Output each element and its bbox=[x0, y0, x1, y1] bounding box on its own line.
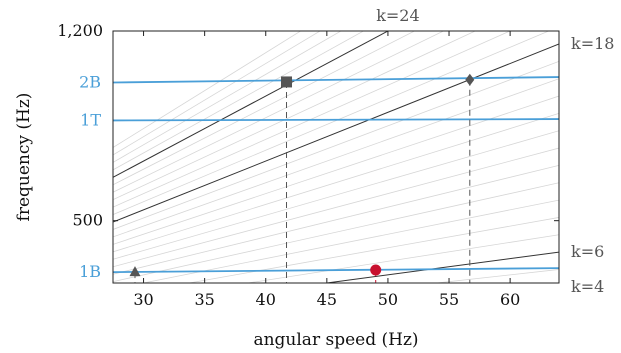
order-line-k17 bbox=[113, 60, 559, 230]
x-axis-title: angular speed (Hz) bbox=[253, 330, 418, 350]
order-line-k5 bbox=[433, 269, 559, 283]
order-line-k13 bbox=[113, 130, 559, 260]
band-label-1B: 1B bbox=[79, 262, 101, 281]
crossing-markers bbox=[129, 73, 475, 277]
x-tick-label: 60 bbox=[500, 290, 520, 309]
band-line-1T bbox=[113, 118, 559, 122]
x-tick-label: 55 bbox=[439, 290, 459, 309]
y-tick-label: 500 bbox=[72, 211, 103, 230]
band-label-1T: 1T bbox=[80, 110, 101, 129]
plot-frame bbox=[112, 30, 560, 284]
x-tick-label: 50 bbox=[378, 290, 398, 309]
x-tick-label: 45 bbox=[317, 290, 337, 309]
highlighted-order-lines bbox=[113, 31, 559, 283]
order-line-k22 bbox=[113, 31, 445, 193]
x-tick-label: 35 bbox=[194, 290, 214, 309]
y-axis: 500 1,200 bbox=[57, 21, 559, 230]
marker-square bbox=[281, 76, 293, 88]
order-label-k6: k=6 bbox=[571, 242, 604, 261]
y-tick-label: 1,200 bbox=[57, 21, 103, 40]
order-line-k24 bbox=[113, 31, 389, 178]
order-line-k23 bbox=[113, 31, 416, 186]
order-line-k9 bbox=[141, 199, 559, 283]
band-labels: 1B 1T 2B bbox=[79, 72, 101, 281]
order-line-k28 bbox=[113, 31, 302, 148]
frequency-band-lines bbox=[113, 76, 559, 274]
x-axis: 30 35 40 45 50 55 60 bbox=[133, 31, 520, 309]
order-line-k8 bbox=[187, 217, 559, 283]
order-labels: k=4 k=6 k=18 k=24 bbox=[376, 6, 614, 296]
order-line-k21 bbox=[113, 31, 477, 201]
order-line-k20 bbox=[113, 31, 512, 208]
order-line-k27 bbox=[113, 31, 321, 156]
background-order-lines bbox=[113, 31, 559, 283]
order-line-k15 bbox=[113, 95, 559, 245]
order-label-k4: k=4 bbox=[571, 277, 604, 296]
marker-triangle bbox=[129, 266, 141, 277]
band-line-1B bbox=[113, 267, 559, 274]
order-line-k6 bbox=[323, 251, 559, 283]
order-line-k14 bbox=[113, 112, 559, 253]
order-line-k10 bbox=[113, 182, 559, 283]
order-line-k18 bbox=[113, 43, 559, 223]
marker-circle bbox=[370, 264, 382, 276]
order-label-k18: k=18 bbox=[571, 34, 614, 53]
order-label-k24: k=24 bbox=[376, 6, 419, 25]
x-tick-label: 30 bbox=[133, 290, 153, 309]
marker-diamond bbox=[465, 73, 475, 86]
order-line-k12 bbox=[113, 147, 559, 268]
order-line-k11 bbox=[113, 165, 559, 275]
x-tick-label: 40 bbox=[256, 290, 276, 309]
y-axis-title: frequency (Hz) bbox=[14, 93, 34, 222]
order-line-k16 bbox=[113, 78, 559, 238]
band-label-2B: 2B bbox=[79, 72, 101, 91]
band-line-2B bbox=[113, 76, 559, 84]
order-line-k25 bbox=[113, 31, 365, 171]
